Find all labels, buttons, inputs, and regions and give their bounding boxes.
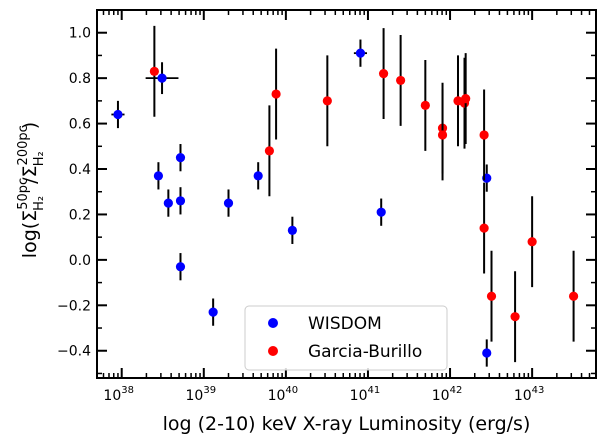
y-tick-label: 0.2 bbox=[69, 207, 91, 223]
data-point bbox=[482, 348, 492, 358]
data-point bbox=[264, 146, 275, 156]
data-point bbox=[527, 237, 537, 247]
x-tick-base: 10 bbox=[186, 388, 204, 404]
data-point bbox=[271, 89, 281, 99]
data-point bbox=[175, 262, 186, 272]
x-tick-exponent: 43 bbox=[532, 385, 545, 396]
y-title-suffix: ) bbox=[19, 122, 41, 129]
x-tick-label: 1038 bbox=[103, 385, 134, 404]
data-point bbox=[223, 198, 234, 208]
data-point bbox=[253, 171, 263, 181]
y-title-prefix: log( bbox=[19, 222, 41, 258]
legend-marker-wisdom bbox=[268, 318, 278, 328]
y-tick-label: −0.4 bbox=[57, 344, 91, 360]
legend-box bbox=[244, 305, 448, 371]
y-title-sup-den: 200pc bbox=[16, 125, 31, 165]
y-title-slash: / bbox=[19, 177, 41, 184]
y-tick-label: −0.2 bbox=[57, 298, 91, 314]
data-point bbox=[157, 73, 167, 83]
data-point bbox=[149, 66, 159, 76]
x-tick-label: 1040 bbox=[268, 385, 299, 404]
y-title-sub-num: H₂ bbox=[32, 196, 47, 211]
x-tick-exponent: 39 bbox=[203, 385, 216, 396]
y-tick-label: 0.6 bbox=[69, 117, 91, 133]
y-tick-label: 0.8 bbox=[69, 71, 91, 87]
y-axis-title: log(Σ50pcH₂/Σ200pcH₂) bbox=[16, 122, 47, 258]
y-title-sup-num: 50pc bbox=[16, 178, 31, 210]
y-title-sigma-num: Σ bbox=[19, 210, 41, 222]
series-garcia-burillo bbox=[149, 25, 579, 363]
data-point bbox=[461, 93, 471, 104]
legend-label-wisdom: WISDOM bbox=[308, 314, 382, 334]
x-tick-exponent: 38 bbox=[121, 385, 134, 396]
x-axis-title: log (2-10) keV X-ray Luminosity (erg/s) bbox=[163, 413, 531, 435]
data-point bbox=[376, 207, 386, 217]
data-point bbox=[113, 109, 123, 120]
legend-label-garcia-burillo: Garcia-Burillo bbox=[308, 342, 422, 362]
x-tick-label: 1042 bbox=[432, 385, 463, 404]
data-point bbox=[287, 225, 297, 235]
x-tick-label: 1039 bbox=[186, 385, 217, 404]
legend-marker-garcia-burillo bbox=[268, 346, 278, 356]
x-tick-label: 1041 bbox=[350, 385, 381, 404]
series-wisdom bbox=[111, 39, 492, 367]
data-point bbox=[153, 171, 164, 181]
data-point bbox=[378, 69, 389, 79]
data-point bbox=[510, 312, 520, 322]
x-tick-base: 10 bbox=[268, 388, 286, 404]
x-tick-base: 10 bbox=[432, 388, 450, 404]
x-tick-base: 10 bbox=[350, 388, 368, 404]
data-point bbox=[208, 307, 218, 317]
x-tick-exponent: 42 bbox=[450, 385, 463, 396]
y-title-sub-den: H₂ bbox=[32, 151, 47, 166]
data-point bbox=[486, 291, 497, 301]
legend: WISDOM Garcia-Burillo bbox=[244, 305, 448, 371]
y-tick-label: 0.4 bbox=[69, 162, 91, 178]
data-point bbox=[175, 196, 186, 206]
x-tick-label: 1043 bbox=[514, 385, 545, 404]
x-tick-exponent: 40 bbox=[285, 385, 298, 396]
plot-frame bbox=[96, 9, 597, 379]
y-tick-label: 1.0 bbox=[69, 26, 91, 42]
data-points bbox=[111, 25, 579, 367]
data-point bbox=[396, 75, 406, 86]
y-title-sigma-den: Σ bbox=[19, 165, 41, 177]
data-point bbox=[355, 48, 366, 58]
x-tick-base: 10 bbox=[514, 388, 532, 404]
data-point bbox=[163, 198, 173, 208]
data-point bbox=[175, 153, 186, 163]
data-point bbox=[420, 100, 430, 111]
data-point bbox=[479, 130, 489, 140]
data-point bbox=[437, 130, 448, 140]
data-point bbox=[479, 223, 489, 233]
data-point bbox=[322, 96, 332, 106]
x-tick-base: 10 bbox=[103, 388, 121, 404]
x-tick-exponent: 41 bbox=[368, 385, 381, 396]
y-tick-label: 0.0 bbox=[69, 253, 91, 269]
data-point bbox=[568, 291, 579, 301]
